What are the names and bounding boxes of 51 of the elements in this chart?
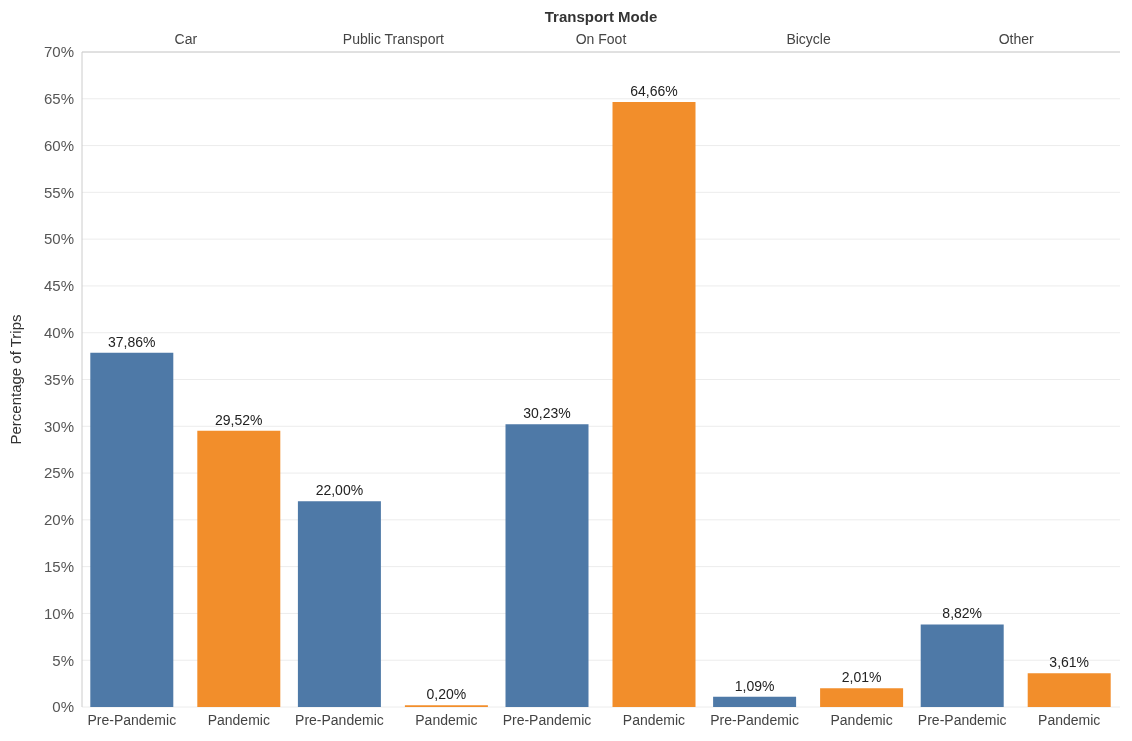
y-tick-label: 20%	[43, 511, 74, 529]
text: Pre-Pandemic	[502, 712, 592, 728]
y-tick-label: 65%	[43, 90, 74, 108]
data-label: 64,66%	[630, 82, 678, 99]
series-label: Pandemic	[207, 712, 270, 728]
data-label: 8,82%	[942, 605, 983, 622]
bar	[297, 501, 381, 707]
text: Pandemic	[830, 712, 893, 728]
bar	[920, 624, 1004, 707]
bar	[90, 352, 174, 707]
data-label: 37,86%	[108, 333, 156, 350]
text: Pandemic	[415, 712, 478, 728]
data-label: 22,00%	[315, 482, 364, 499]
y-tick-label: 15%	[43, 557, 74, 575]
bar	[505, 424, 589, 707]
x-tick-label: Car	[174, 31, 198, 47]
y-tick-label: 10%	[43, 604, 74, 622]
data-label: 30,23%	[523, 405, 571, 422]
y-tick-label: 0%	[52, 698, 74, 716]
y-tick-label: 35%	[43, 370, 74, 388]
y-tick-label: 60%	[43, 136, 74, 154]
y-tick-label: 45%	[43, 277, 74, 295]
x-tick-label: Other	[998, 31, 1035, 47]
text: Pandemic	[622, 712, 686, 728]
y-tick-label: 50%	[43, 230, 74, 248]
series-label: Pre-Pandemic	[295, 712, 384, 728]
bar	[197, 430, 281, 707]
y-tick-label: 55%	[43, 183, 74, 201]
x-tick-label: On Foot	[575, 31, 627, 47]
chart-title: Transport Mode	[543, 8, 659, 27]
y-tick-label: 5%	[52, 651, 74, 669]
x-tick-label: Bicycle	[786, 31, 831, 47]
data-label: 29,52%	[215, 411, 263, 428]
data-label: 2,01%	[841, 669, 882, 686]
text: Pre-Pandemic	[87, 712, 177, 728]
text: Pre-Pandemic	[917, 712, 1007, 728]
data-label: 0,20%	[426, 686, 467, 703]
bar	[1027, 673, 1111, 707]
y-tick-label: 40%	[43, 324, 74, 342]
y-tick-label: 25%	[43, 464, 74, 482]
bar	[713, 696, 797, 707]
bar	[612, 101, 696, 707]
data-label: 3,61%	[1049, 654, 1090, 671]
text: Pre-Pandemic	[710, 712, 799, 728]
x-tick-label: Public Transport	[342, 31, 445, 47]
y-tick-label: 30%	[43, 417, 74, 435]
bar	[820, 688, 904, 707]
data-label: 1,09%	[734, 677, 775, 694]
y-axis-title: Percentage of Trips	[7, 314, 25, 445]
y-tick-label: 70%	[43, 43, 74, 61]
text: Pandemic	[1038, 712, 1101, 728]
